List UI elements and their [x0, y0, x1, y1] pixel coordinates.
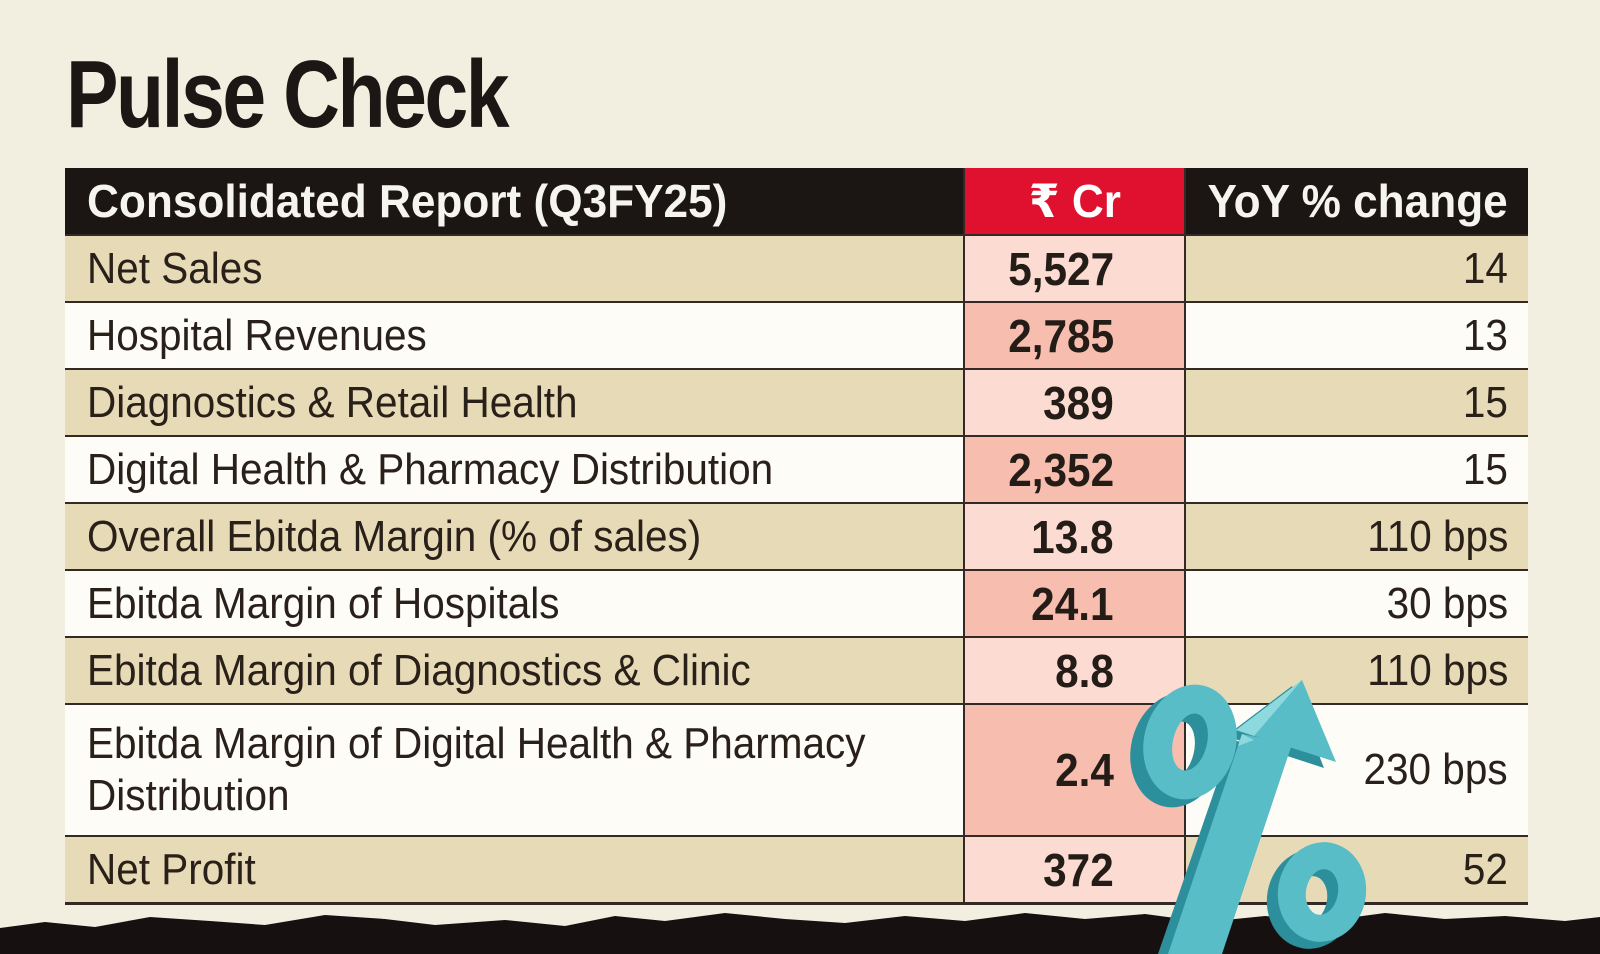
table-row: Net Sales 5,527 14: [65, 234, 1528, 301]
row-yoy-cell: 30 bps: [1386, 578, 1508, 628]
row-label-cell: Diagnostics & Retail Health: [87, 377, 578, 427]
table-row: Digital Health & Pharmacy Distribution 2…: [65, 435, 1528, 502]
row-value-cell: 372: [963, 837, 1186, 902]
table-row: Overall Ebitda Margin (% of sales) 13.8 …: [65, 502, 1528, 569]
row-label-cell: Overall Ebitda Margin (% of sales): [87, 511, 702, 561]
row-yoy-cell: 15: [1462, 444, 1508, 494]
row-label-cell: Hospital Revenues: [87, 310, 427, 360]
row-yoy-cell: 15: [1462, 377, 1508, 427]
row-label-cell: Net Profit: [87, 844, 256, 894]
row-yoy-cell: 110 bps: [1366, 511, 1508, 561]
row-value-cell: 13.8: [963, 504, 1186, 569]
report-table: Consolidated Report (Q3FY25) ₹ Cr YoY % …: [65, 168, 1528, 905]
table-row: Diagnostics & Retail Health 389 15: [65, 368, 1528, 435]
header-report-label: Consolidated Report (Q3FY25): [87, 175, 728, 227]
row-yoy-cell: 230 bps: [1363, 745, 1508, 794]
row-yoy-cell: 13: [1462, 310, 1508, 360]
row-label-cell: Ebitda Margin of Hospitals: [87, 578, 560, 628]
row-yoy-cell: 14: [1462, 243, 1508, 293]
header-yoy-cell: YoY % change: [1186, 168, 1528, 234]
table-header-row: Consolidated Report (Q3FY25) ₹ Cr YoY % …: [65, 168, 1528, 234]
row-label-cell: Ebitda Margin of Diagnostics & Clinic: [87, 645, 751, 695]
row-label-cell: Digital Health & Pharmacy Distribution: [87, 444, 774, 494]
row-value-cell: 5,527: [963, 236, 1186, 301]
page-title-text: Pulse Check: [66, 41, 510, 148]
percent-arrow-icon: [1130, 680, 1367, 954]
row-value-cell: 24.1: [963, 571, 1186, 636]
row-value-cell: 2,785: [963, 303, 1186, 368]
table-row: Ebitda Margin of Hospitals 24.1 30 bps: [65, 569, 1528, 636]
row-value-cell: 389: [963, 370, 1186, 435]
table-row: Hospital Revenues 2,785 13: [65, 301, 1528, 368]
row-value-cell: 8.8: [963, 638, 1186, 703]
row-value-cell: 2,352: [963, 437, 1186, 502]
yoy-change-label: YoY % change: [1207, 175, 1508, 227]
page-title: Pulse Check: [66, 40, 604, 150]
row-yoy-cell: 52: [1462, 844, 1508, 894]
header-rupee-cr-cell: ₹ Cr: [963, 168, 1186, 234]
table-row: Ebitda Margin of Diagnostics & Clinic 8.…: [65, 636, 1528, 703]
row-label-cell: Ebitda Margin of Digital Health & Pharma…: [87, 719, 866, 820]
row-yoy-cell: 110 bps: [1366, 645, 1508, 695]
rupee-cr-label: ₹ Cr: [1028, 175, 1121, 227]
header-report-cell: Consolidated Report (Q3FY25): [65, 168, 963, 234]
row-label-cell: Net Sales: [87, 243, 263, 293]
